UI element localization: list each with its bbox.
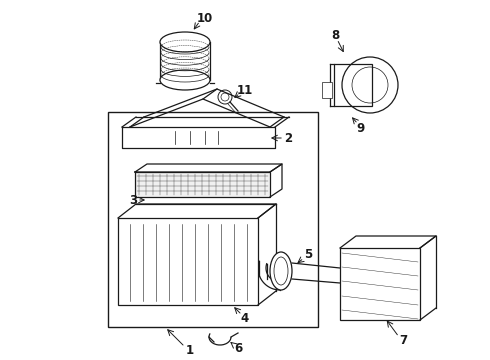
Ellipse shape [160, 32, 210, 52]
Text: 2: 2 [284, 131, 292, 144]
Text: 7: 7 [399, 333, 407, 346]
Bar [135, 172, 270, 197]
Text: 4: 4 [241, 311, 249, 324]
Ellipse shape [160, 70, 210, 90]
Text: 8: 8 [331, 28, 339, 41]
Bar [334, 64, 372, 106]
Text: 3: 3 [129, 194, 137, 207]
Text: 11: 11 [237, 84, 253, 96]
Bar [118, 218, 258, 305]
Bar [108, 112, 318, 327]
Text: 1: 1 [186, 343, 194, 356]
Text: 6: 6 [234, 342, 242, 355]
Bar [322, 82, 332, 98]
Bar [340, 248, 420, 320]
Ellipse shape [274, 257, 288, 285]
Ellipse shape [270, 252, 292, 290]
Text: 10: 10 [197, 12, 213, 24]
Text: 5: 5 [304, 248, 312, 261]
Text: 9: 9 [356, 122, 364, 135]
